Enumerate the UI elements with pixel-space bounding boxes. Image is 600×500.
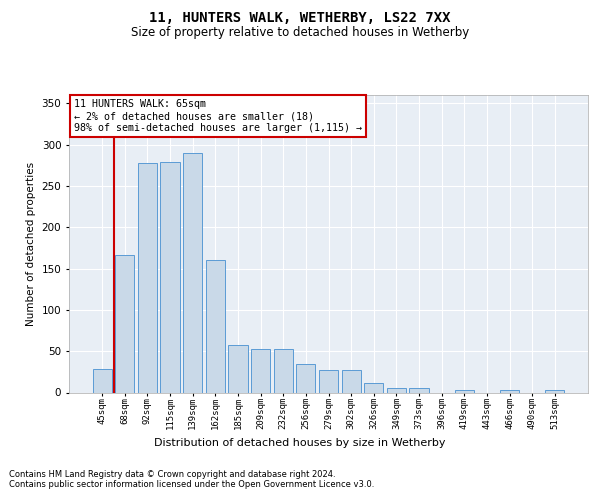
Bar [160, 162, 180, 392]
Bar [387, 388, 406, 392]
Text: 11 HUNTERS WALK: 65sqm
← 2% of detached houses are smaller (18)
98% of semi-deta: 11 HUNTERS WALK: 65sqm ← 2% of detached … [74, 100, 362, 132]
Bar [138, 163, 157, 392]
Text: Distribution of detached houses by size in Wetherby: Distribution of detached houses by size … [154, 438, 446, 448]
Bar [364, 384, 383, 392]
Bar [545, 390, 565, 392]
Bar [229, 344, 248, 393]
Bar [319, 370, 338, 392]
Bar [296, 364, 316, 392]
Bar [251, 348, 270, 393]
Text: Contains public sector information licensed under the Open Government Licence v3: Contains public sector information licen… [9, 480, 374, 489]
Bar [500, 390, 519, 392]
Y-axis label: Number of detached properties: Number of detached properties [26, 162, 36, 326]
Bar [92, 370, 112, 392]
Bar [115, 256, 134, 392]
Bar [455, 390, 474, 392]
Text: Contains HM Land Registry data © Crown copyright and database right 2024.: Contains HM Land Registry data © Crown c… [9, 470, 335, 479]
Bar [183, 153, 202, 392]
Bar [341, 370, 361, 392]
Text: Size of property relative to detached houses in Wetherby: Size of property relative to detached ho… [131, 26, 469, 39]
Bar [206, 260, 225, 392]
Bar [409, 388, 428, 392]
Text: 11, HUNTERS WALK, WETHERBY, LS22 7XX: 11, HUNTERS WALK, WETHERBY, LS22 7XX [149, 11, 451, 25]
Bar [274, 348, 293, 393]
